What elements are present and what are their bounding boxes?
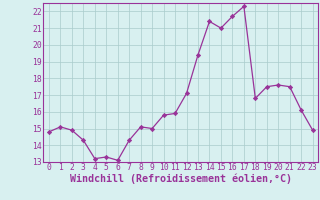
X-axis label: Windchill (Refroidissement éolien,°C): Windchill (Refroidissement éolien,°C) xyxy=(70,174,292,184)
